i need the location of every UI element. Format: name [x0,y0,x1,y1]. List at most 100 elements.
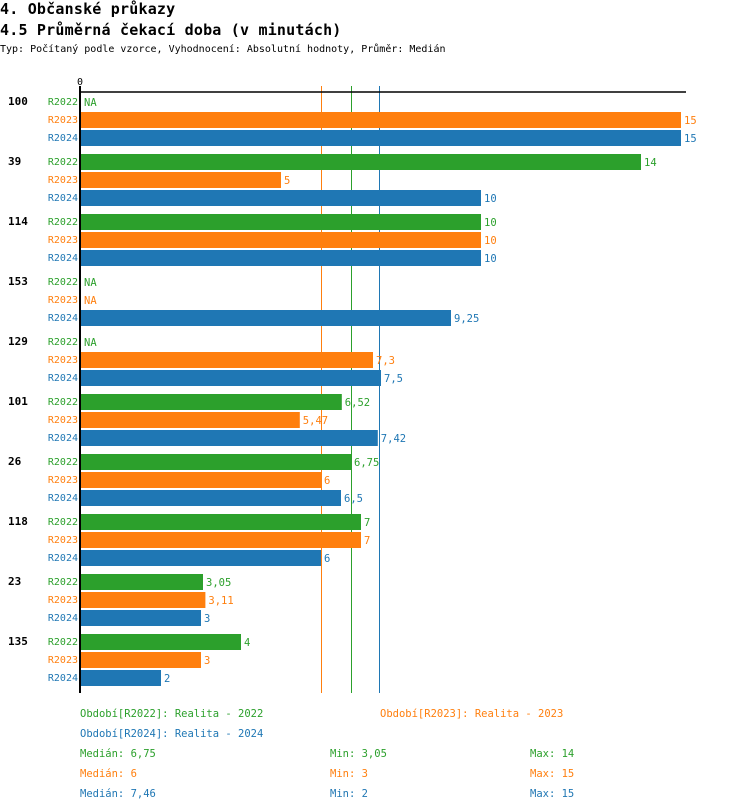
series-label-r2023: R2023 [48,475,78,486]
bar-r2023 [81,412,300,428]
bar-r2024 [81,670,161,686]
data-label: NA [84,277,97,289]
series-label-r2022: R2022 [48,277,78,288]
axes: 0 [77,77,686,693]
series-label-r2024: R2024 [48,133,78,144]
series-label-r2023: R2023 [48,115,78,126]
category-label: 39 [8,155,21,168]
bar-r2022 [81,154,641,170]
series-label-r2023: R2023 [48,235,78,246]
data-label: NA [84,295,97,307]
series-label-r2024: R2024 [48,433,78,444]
bar-r2022 [81,514,361,530]
bar-r2023 [81,652,201,668]
data-label: 3 [204,655,210,667]
data-label: 4 [244,637,250,649]
data-label: 14 [644,157,657,169]
legend-period-r2024: Období[R2024]: Realita - 2024 [80,728,263,740]
data-label: 7,3 [376,355,395,367]
bar-r2024 [81,130,681,146]
stat-max-r2023: Max: 15 [530,768,575,780]
series-label-r2024: R2024 [48,493,78,504]
bar-r2022 [81,634,241,650]
category-label: 26 [8,455,22,468]
data-label: 15 [684,133,697,145]
legend-period-r2023: Období[R2023]: Realita - 2023 [380,708,563,720]
data-label: NA [84,337,97,349]
series-label-r2024: R2024 [48,613,78,624]
stat-min-r2024: Min: 2 [330,788,368,800]
series-label-r2022: R2022 [48,97,78,108]
bar-r2023 [81,172,281,188]
bar-r2024 [81,550,321,566]
series-label-r2022: R2022 [48,157,78,168]
bar-r2024 [81,190,481,206]
category-label: 135 [8,635,28,648]
category-label: 23 [8,575,21,588]
series-label-r2022: R2022 [48,397,78,408]
legend-text: Období[R2022]: Realita - 2022 [80,708,264,720]
category-label: 118 [8,515,28,528]
bar-r2023 [81,232,481,248]
chart-subtitle: Typ: Počítaný podle vzorce, Vyhodnocení:… [0,44,446,55]
data-label: 6,75 [354,457,379,469]
data-label: 7,42 [381,433,406,445]
stat-max-r2022: Max: 14 [530,748,575,760]
section-title: 4. Občanské průkazy [0,0,176,18]
x-tick-label: 0 [77,77,83,88]
data-label: 6 [324,475,330,487]
series-label-r2022: R2022 [48,457,78,468]
bar-r2023 [81,472,321,488]
stat-median-r2024: Medián: 7,46 [80,788,156,800]
labels: 100 R2022 NA R2023 15 R2024 15 39 R2022 14 R2023 5 R… [8,95,697,685]
bar-r2023 [81,112,681,128]
median-lines [321,86,380,693]
data-label: 5 [284,175,290,187]
category-label: 153 [8,275,28,288]
data-label: 7 [364,517,370,529]
chart-title: 4.5 Průměrná čekací doba (v minutách) [0,21,342,39]
data-label: 9,25 [454,313,479,325]
data-label: 6,52 [345,397,370,409]
data-label: 10 [484,193,497,205]
stat-max-r2024: Max: 15 [530,788,575,800]
bar-r2023 [81,592,206,608]
stat-median-r2022: Medián: 6,75 [80,748,156,760]
data-label: 7,5 [384,373,403,385]
bar-r2023 [81,532,361,548]
series-label-r2023: R2023 [48,295,78,306]
series-label-r2024: R2024 [48,673,78,684]
legend-period-r2022: Období[R2022]: Realita - 2022 [80,708,263,720]
series-label-r2023: R2023 [48,655,78,666]
bar-r2024 [81,610,201,626]
data-label: 10 [484,217,497,229]
data-label: 15 [684,115,697,127]
bar-r2022 [81,454,351,470]
series-label-r2024: R2024 [48,193,78,204]
series-label-r2023: R2023 [48,595,78,606]
legend-text: Období[R2023]: Realita - 2023 [380,708,564,720]
series-label-r2022: R2022 [48,217,78,228]
data-label: 3,11 [208,595,233,607]
bar-r2024 [81,310,451,326]
stat-min-r2022: Min: 3,05 [330,748,387,760]
series-label-r2022: R2022 [48,637,78,648]
series-label-r2023: R2023 [48,415,78,426]
bar-r2024 [81,490,341,506]
data-label: 10 [484,253,497,265]
data-label: 6,5 [344,493,363,505]
series-label-r2023: R2023 [48,355,78,366]
bar-r2022 [81,214,481,230]
data-label: 2 [164,673,170,685]
series-label-r2023: R2023 [48,535,78,546]
bars [81,112,681,686]
series-label-r2022: R2022 [48,337,78,348]
series-label-r2024: R2024 [48,373,78,384]
category-label: 114 [8,215,28,228]
series-label-r2022: R2022 [48,577,78,588]
data-label: 3 [204,613,210,625]
data-label: 6 [324,553,330,565]
category-label: 101 [8,395,28,408]
series-label-r2022: R2022 [48,517,78,528]
series-label-r2024: R2024 [48,553,78,564]
